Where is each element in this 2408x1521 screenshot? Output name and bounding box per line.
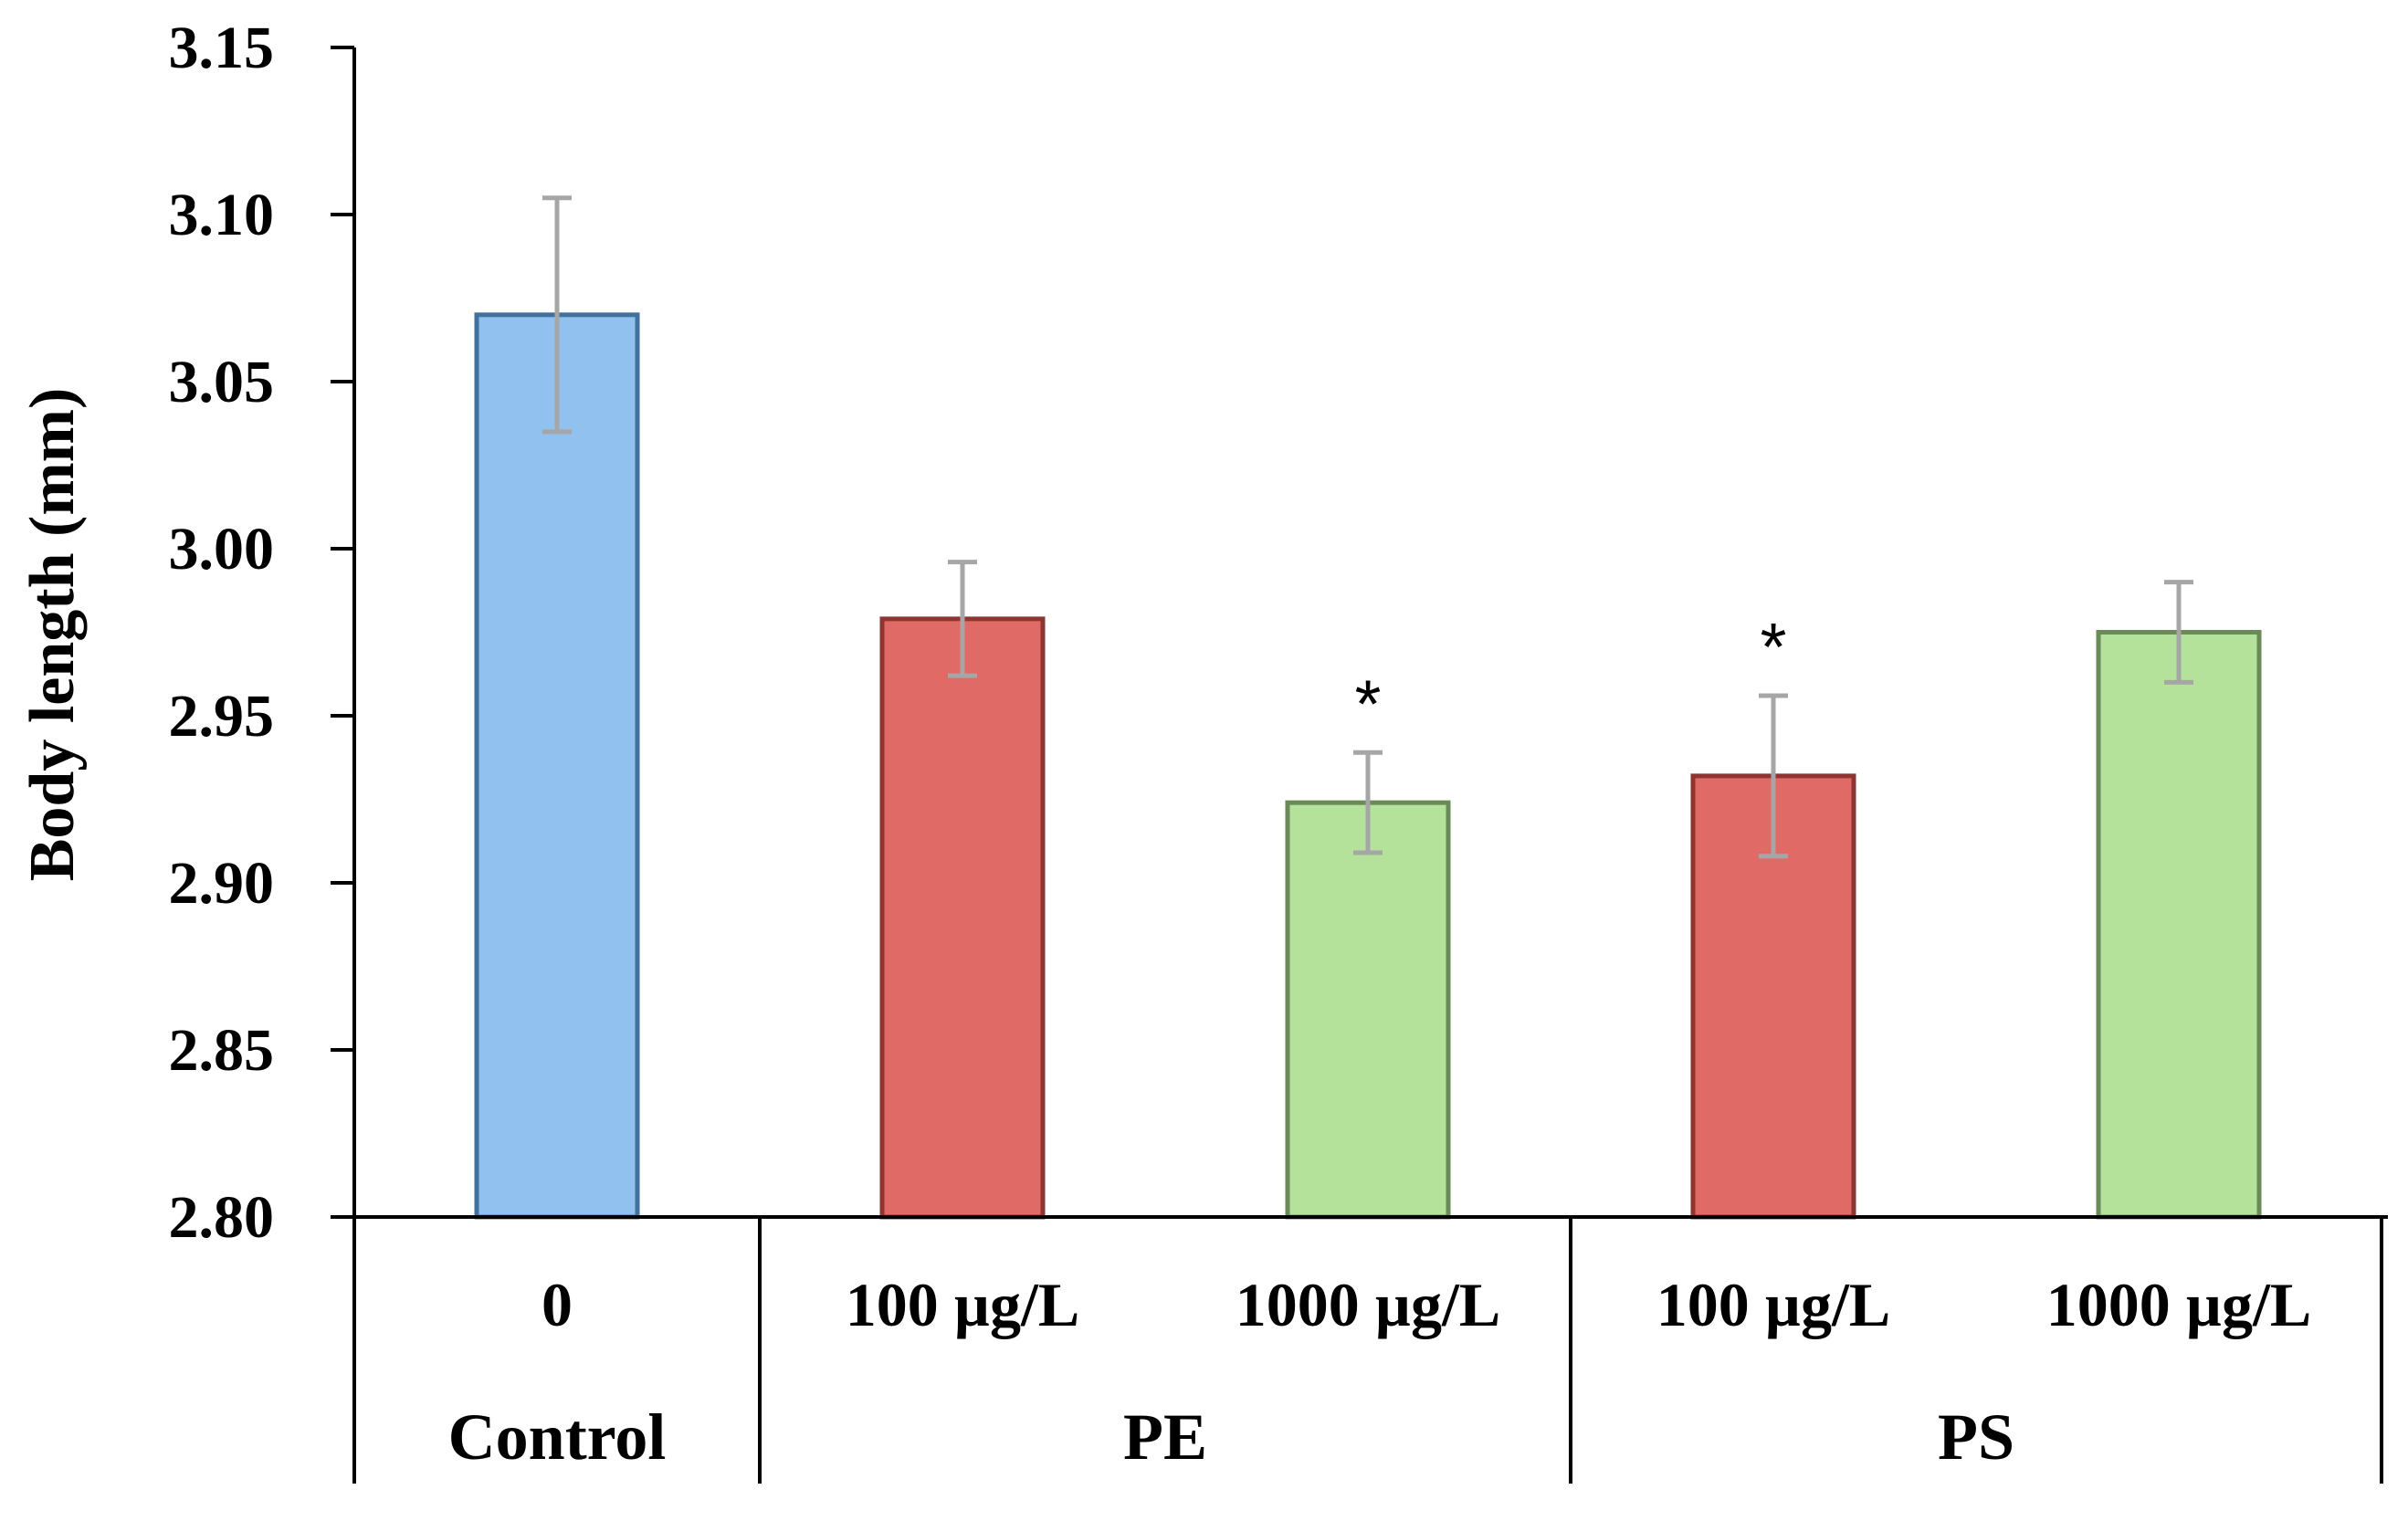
bar-4 bbox=[2096, 630, 2262, 1220]
bar-3 bbox=[1690, 773, 1856, 1220]
bar-0 bbox=[474, 312, 640, 1220]
group-label-0: Control bbox=[448, 1400, 667, 1474]
axes-layer bbox=[331, 46, 2388, 1484]
error-bar-0 bbox=[542, 195, 572, 435]
y-tick-label-6: 3.10 bbox=[169, 182, 275, 248]
category-label-4: 1000 µg/L bbox=[2046, 1270, 2311, 1339]
y-tick-label-7: 3.15 bbox=[169, 15, 275, 81]
y-tick-label-3: 2.95 bbox=[169, 683, 275, 750]
category-label-0: 0 bbox=[542, 1270, 573, 1339]
y-axis-label: Body length (mm) bbox=[17, 388, 88, 882]
y-tick-label-1: 2.85 bbox=[169, 1017, 275, 1084]
category-label-3: 100 µg/L bbox=[1656, 1270, 1890, 1339]
group-label-2: PS bbox=[1938, 1400, 2014, 1474]
significance-marker-3: * bbox=[1761, 609, 1787, 685]
category-label-2: 1000 µg/L bbox=[1236, 1270, 1500, 1339]
error-bar-4 bbox=[2164, 580, 2193, 685]
significance-marker-2: * bbox=[1355, 666, 1382, 741]
error-bar-3 bbox=[1759, 693, 1788, 859]
error-bar-2 bbox=[1353, 750, 1383, 855]
y-tick-label-5: 3.05 bbox=[169, 349, 275, 415]
bar-2 bbox=[1285, 800, 1451, 1220]
labels-layer: 0 100 µg/L * 1000 µg/L * 100 µg/L 1000 µg/L 2.8… bbox=[169, 15, 2312, 1474]
group-label-1: PE bbox=[1123, 1400, 1207, 1474]
y-tick-label-0: 2.80 bbox=[169, 1184, 275, 1251]
bar-1 bbox=[879, 616, 1046, 1220]
y-tick-label-2: 2.90 bbox=[169, 850, 275, 917]
category-label-1: 100 µg/L bbox=[846, 1270, 1079, 1339]
y-tick-label-4: 3.00 bbox=[169, 516, 275, 582]
error-bars-layer bbox=[542, 195, 2193, 859]
error-bar-1 bbox=[948, 560, 977, 678]
